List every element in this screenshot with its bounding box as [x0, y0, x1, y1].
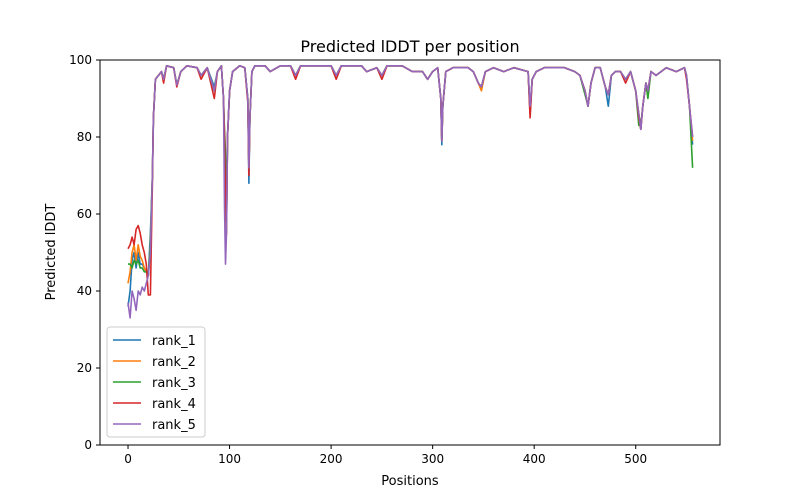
plot-frame: [99, 59, 721, 446]
y-tick-label: 0: [84, 438, 92, 452]
series-line-rank_3: [128, 65, 694, 277]
y-tick-label: 20: [77, 361, 92, 375]
y-axis-label: Predicted lDDT: [44, 204, 59, 301]
y-tick-label: 40: [77, 284, 92, 298]
legend-label-rank_3: rank_3: [152, 376, 196, 391]
axis-ticks: 0 100 200 300 400 500 0 20 40 60 80 100: [69, 53, 647, 466]
x-tick-label: 500: [624, 452, 647, 466]
y-tick-label: 60: [77, 207, 92, 221]
x-tick-label: 300: [421, 452, 444, 466]
legend: rank_1 rank_2 rank_3 rank_4 rank_5: [106, 326, 206, 438]
x-tick-label: 200: [320, 452, 343, 466]
legend-label-rank_4: rank_4: [152, 397, 196, 412]
y-tick-label: 80: [77, 130, 92, 144]
series-line-rank_5: [127, 65, 694, 319]
x-tick-label: 100: [218, 452, 241, 466]
y-tick-label: 100: [69, 53, 92, 67]
legend-label-rank_1: rank_1: [152, 334, 196, 349]
series-line-rank_2: [127, 65, 694, 284]
legend-box: [106, 326, 206, 438]
x-axis-label: Positions: [381, 474, 439, 489]
series-lines: [127, 65, 694, 319]
x-tick-label: 0: [124, 452, 132, 466]
legend-label-rank_5: rank_5: [152, 418, 196, 433]
legend-label-rank_2: rank_2: [152, 355, 196, 370]
series-line-rank_1: [127, 65, 694, 307]
chart-title: Predicted lDDT per position: [300, 37, 519, 56]
x-tick-label: 400: [523, 452, 546, 466]
